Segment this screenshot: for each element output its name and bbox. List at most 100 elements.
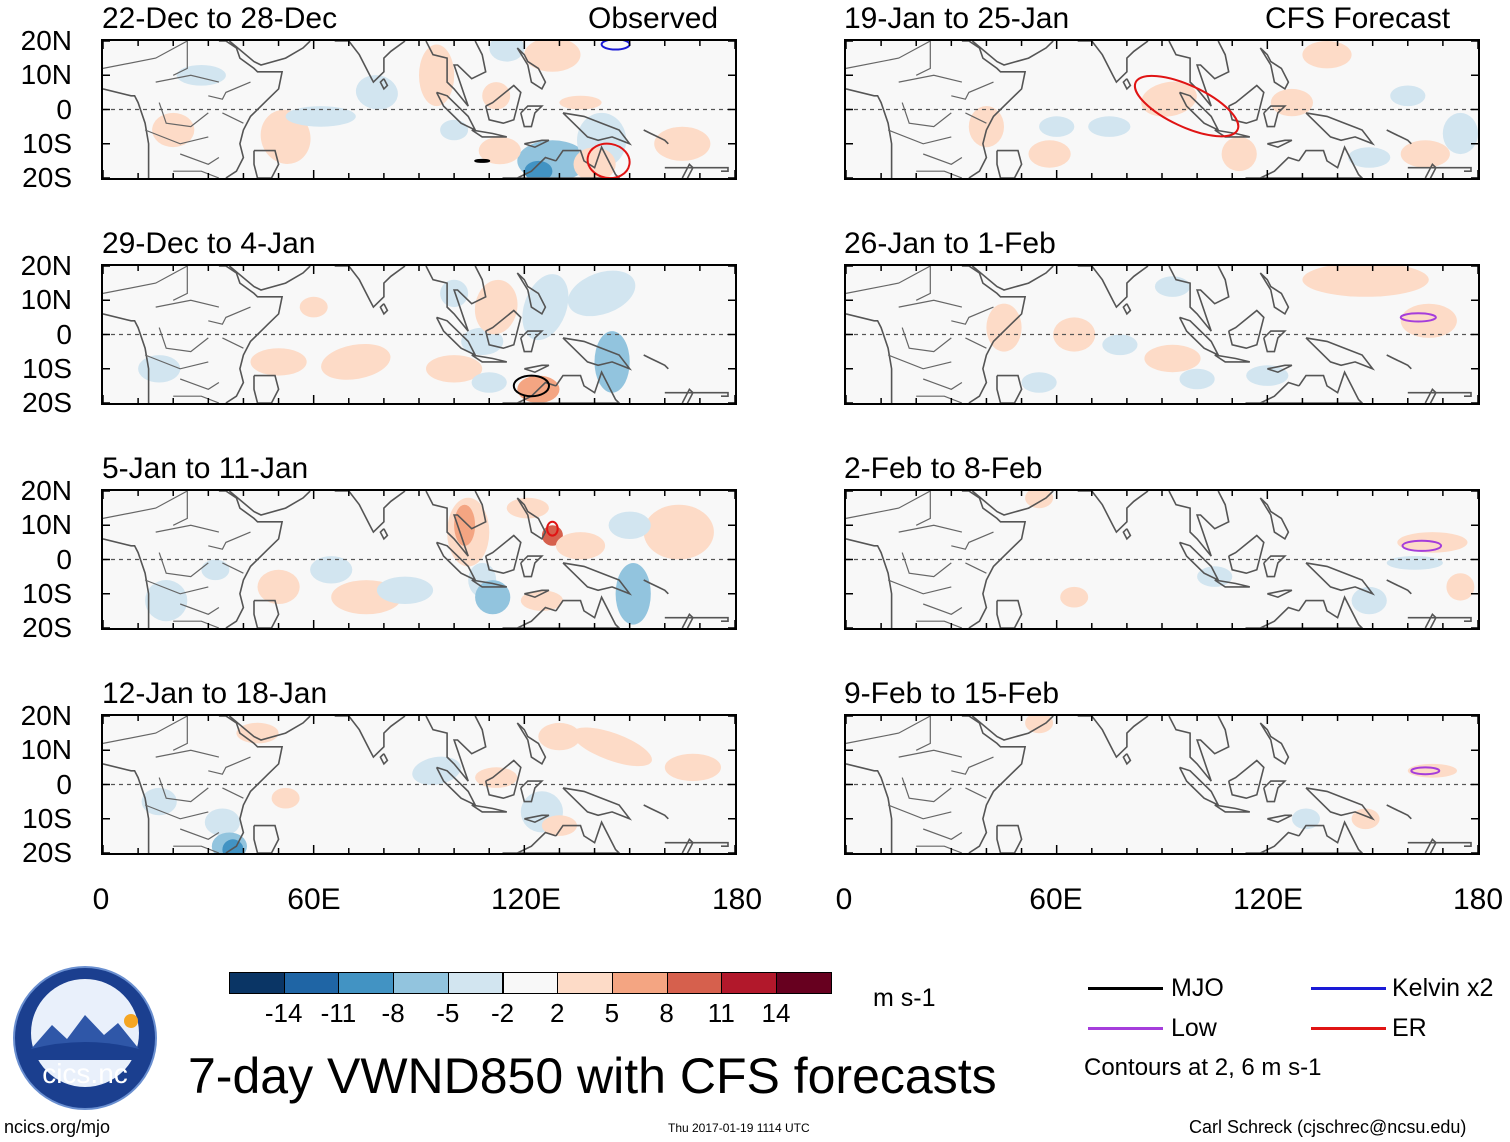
colorbar-label: -5 [436, 998, 460, 1028]
map-panel [844, 39, 1480, 180]
anomaly-blob [1446, 573, 1475, 601]
anomaly-blob [1407, 763, 1457, 778]
coastline [1259, 497, 1290, 541]
anomaly-blob [1154, 276, 1191, 297]
country-border [951, 756, 994, 775]
map-canvas [846, 266, 1478, 403]
anomaly-blob [145, 580, 188, 622]
coastline [1305, 562, 1376, 596]
anomaly-blob [1270, 88, 1313, 117]
coastline [1077, 716, 1149, 759]
country-border [158, 327, 209, 353]
country-border [915, 716, 931, 751]
anomaly-blob [555, 532, 606, 560]
colorbar-swatch [283, 972, 340, 994]
y-tick-label: 10S [22, 353, 72, 384]
coastline [961, 716, 1027, 853]
country-border [172, 716, 188, 751]
country-border [901, 102, 952, 128]
observed-label: Observed [588, 2, 719, 35]
coastline [846, 763, 893, 853]
coastline [1214, 354, 1250, 363]
coastline [846, 88, 893, 178]
coastline [1263, 780, 1287, 803]
country-border [172, 41, 188, 76]
anomaly-blob [1197, 566, 1233, 587]
country-border [898, 749, 963, 758]
anomaly-blob [271, 787, 300, 809]
y-tick-label: 0 [56, 94, 72, 125]
colorbar-swatch [721, 972, 777, 994]
country-border [158, 552, 209, 578]
coastline [253, 374, 280, 403]
anomaly-blob [285, 106, 356, 127]
coastline [1227, 759, 1265, 800]
country-border [916, 395, 963, 403]
anomaly-blob [524, 160, 553, 178]
country-border [144, 804, 209, 820]
y-tick-label: 0 [56, 319, 72, 350]
country-border [887, 354, 952, 370]
coastline [1168, 491, 1230, 557]
anomaly-blob [310, 556, 353, 584]
coastlines [846, 266, 1472, 403]
country-border [172, 491, 188, 526]
anomaly-blob [257, 569, 300, 604]
colorbar-swatch [611, 972, 668, 994]
country-border [846, 491, 931, 519]
coastline [502, 820, 621, 853]
country-border [103, 491, 188, 519]
country-border [179, 828, 220, 840]
coastline [253, 149, 280, 178]
anomaly-blob [1144, 344, 1201, 373]
anomaly-blob [1102, 334, 1138, 356]
coastline [1267, 814, 1293, 824]
coastline [846, 313, 893, 403]
anomaly-blob [471, 372, 507, 393]
country-border [155, 524, 220, 533]
anomaly-field [1025, 491, 1475, 615]
coastlines [846, 716, 1472, 853]
coastline [996, 824, 1023, 853]
coastline [103, 88, 150, 178]
coastline [1263, 105, 1287, 128]
anomaly-field [141, 722, 722, 853]
country-border [901, 327, 952, 353]
country-border [846, 41, 931, 69]
map-panel [844, 714, 1480, 855]
coastline [334, 266, 406, 309]
coastline [516, 497, 547, 541]
contour-note: Contours at 2, 6 m s-1 [1084, 1054, 1322, 1081]
coastline [228, 41, 311, 66]
anomaly-blob [1088, 116, 1131, 137]
anomaly-blob [1141, 81, 1197, 117]
country-border [179, 153, 220, 165]
x-tick-label: 180 [1452, 883, 1504, 916]
legend-swatch-er [1311, 1027, 1386, 1030]
map-canvas [103, 491, 735, 628]
coastline [103, 538, 150, 628]
country-border [179, 603, 220, 615]
coastline [1077, 266, 1149, 309]
coastline [846, 538, 893, 628]
map-panel [844, 264, 1480, 405]
coastline [218, 266, 284, 403]
legend-swatch-mjo [1088, 987, 1163, 990]
country-border [222, 562, 244, 574]
coastline [334, 41, 406, 84]
coastline [971, 266, 1054, 291]
coastline [664, 391, 729, 397]
anomaly-blob [440, 279, 469, 308]
website-link[interactable]: ncics.org/mjo [4, 1117, 111, 1137]
anomaly-field [986, 266, 1457, 393]
map-canvas [103, 266, 735, 403]
legend-swatch-low [1088, 1027, 1163, 1030]
anomaly-blob [478, 136, 521, 165]
country-border [887, 579, 952, 595]
forecast-label: CFS Forecast [1265, 2, 1451, 35]
y-tick-label: 10S [22, 578, 72, 609]
country-border [144, 129, 209, 145]
anomaly-blob [321, 343, 391, 380]
anomaly-blob [1021, 372, 1057, 393]
colorbar-label: -8 [381, 998, 405, 1028]
